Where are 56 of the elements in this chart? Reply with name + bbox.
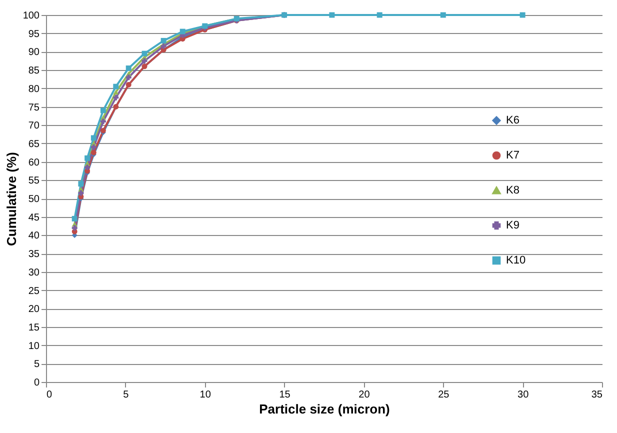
point [142,50,148,56]
y-tick-label: 15 [28,322,40,334]
y-tick-label: 40 [28,230,40,242]
y-tick-label: 100 [22,10,40,22]
point [78,181,84,187]
legend-label: K10 [506,254,526,266]
point [126,65,132,71]
x-tick-label: 15 [279,390,291,400]
point [100,108,106,114]
x-tick-label: 35 [591,390,603,400]
x-axis-title: Particle size (micron) [259,402,390,416]
point [72,216,78,222]
y-tick-label: 90 [28,47,40,58]
point [126,74,132,80]
point [113,84,119,90]
x-tick-label: 25 [438,390,450,400]
y-axis-title: Cumulative (%) [4,152,19,246]
y-tick-label: 65 [28,138,40,150]
y-tick-label: 25 [28,286,40,297]
point [113,94,119,100]
legend-label: K9 [506,220,520,232]
x-tick-label: 0 [46,390,52,400]
y-tick-label: 85 [28,66,40,77]
point [84,155,90,161]
x-tick-label: 5 [123,390,130,400]
y-tick-label: 60 [28,157,40,168]
y-tick-label: 10 [28,340,40,352]
point [84,164,90,170]
point [100,118,106,124]
legend-label: K6 [506,114,520,126]
point [520,12,526,18]
y-tick-label: 95 [28,28,40,40]
point [376,12,382,18]
y-tick-label: 75 [28,102,40,114]
y-tick-label: 30 [28,267,40,278]
point [72,225,78,231]
legend-label: K8 [506,184,520,196]
y-tick-label: 20 [28,304,40,316]
y-tick-label: 5 [34,359,40,370]
legend-label: K7 [506,150,520,162]
x-tick-label: 20 [358,390,370,400]
y-tick-label: 70 [28,120,40,132]
point [113,90,119,94]
y-tick-label: 35 [28,249,40,260]
y-tick-label: 45 [28,212,40,224]
y-tick-label: 55 [28,176,40,187]
x-tick-label: 30 [518,390,530,400]
point [329,12,335,18]
y-tick-label: 0 [34,378,40,388]
point [90,144,96,150]
point [160,38,166,44]
point [440,12,446,18]
y-tick-label: 80 [28,84,40,95]
y-tick-label: 50 [28,194,40,205]
point [90,135,96,141]
x-tick-label: 10 [200,390,212,400]
